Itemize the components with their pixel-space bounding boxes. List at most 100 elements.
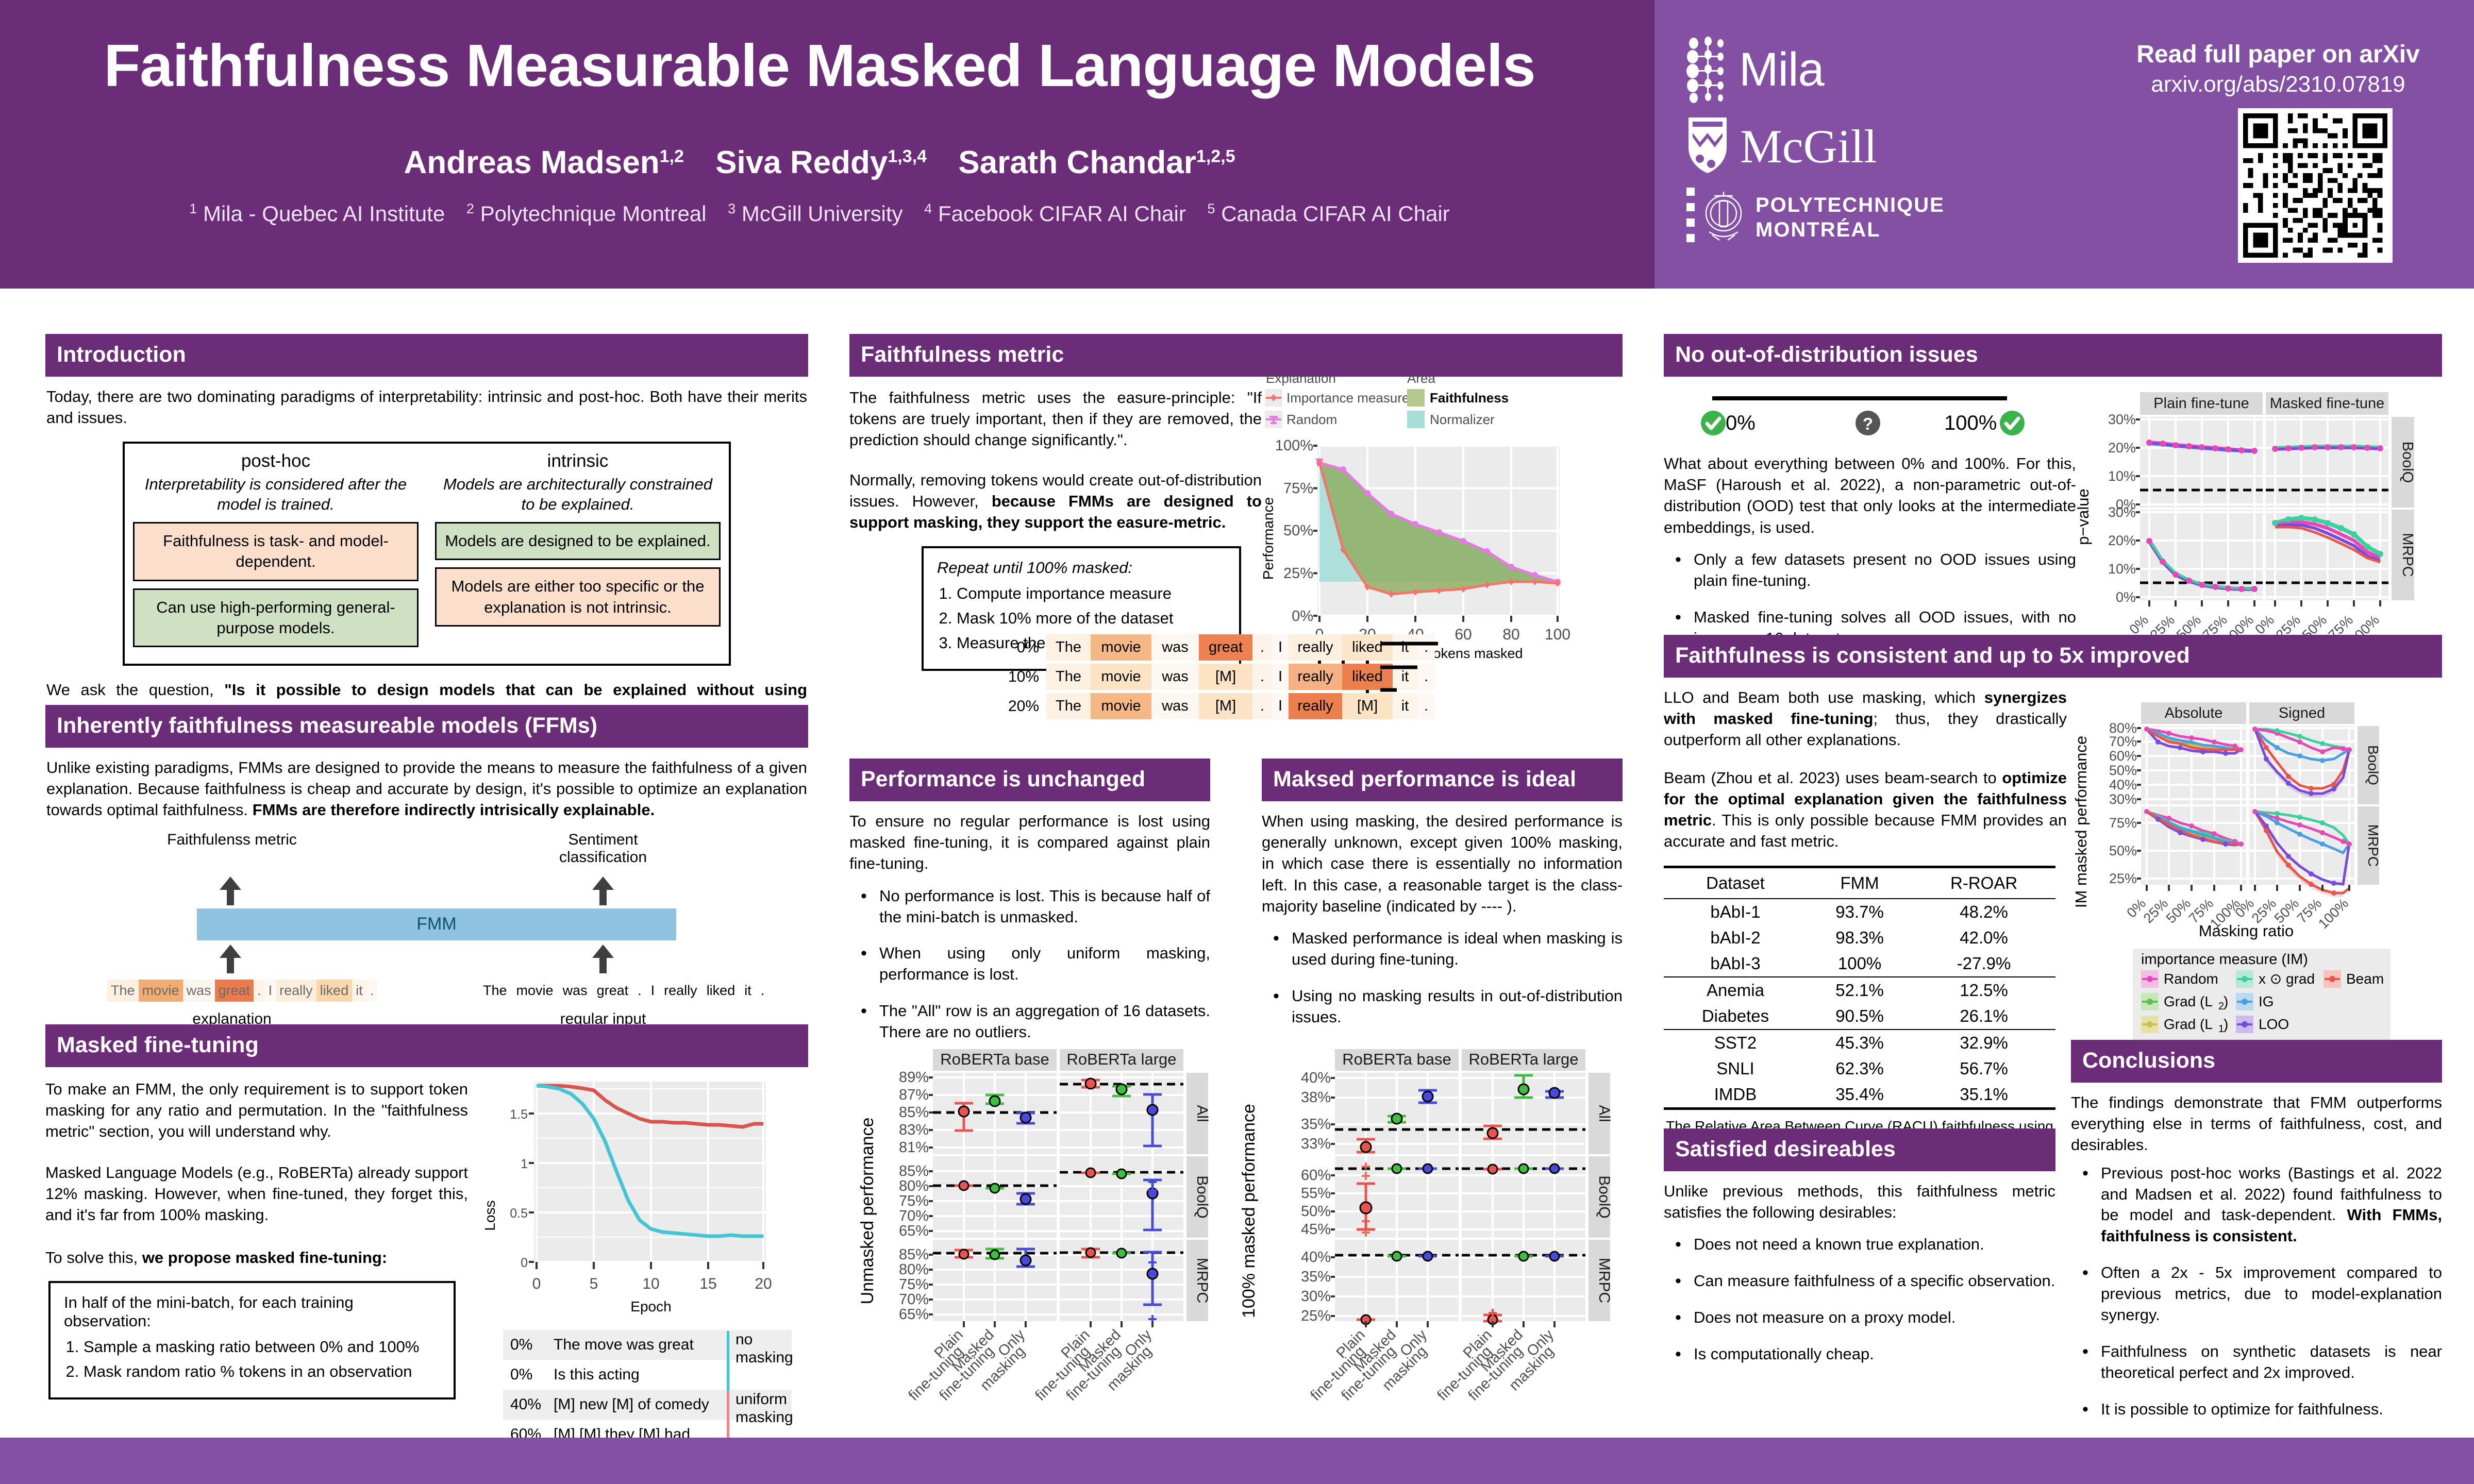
svg-text:Masked fine-tune: Masked fine-tune: [2270, 395, 2384, 412]
svg-text:MRPC: MRPC: [2365, 824, 2381, 867]
list-item: Using no masking results in out-of-distr…: [1262, 985, 1623, 1028]
svg-text:20%: 20%: [2108, 440, 2136, 456]
polytechnique-wordmark: POLYTECHNIQUE MONTRÉAL: [1756, 193, 1945, 242]
section-performance-unchanged: Performance is unchanged To ensure no re…: [849, 758, 1210, 1058]
table-row: Anemia 52.1% 12.5%: [1664, 976, 2055, 1003]
mila-mark-icon: [1685, 36, 1730, 103]
reg-token-9: .: [760, 982, 765, 998]
svg-text:0.5: 0.5: [510, 1206, 528, 1221]
svg-text:BoolQ: BoolQ: [2365, 745, 2381, 785]
mila-logo: Mila: [1685, 36, 1825, 103]
author-1-affil: 1,2: [659, 146, 684, 166]
list-item: Faithfulness on synthetic datasets is ne…: [2071, 1340, 2442, 1384]
svg-text:50%: 50%: [1301, 1203, 1331, 1220]
intrinsic-pro: Models are designed to be explained.: [435, 521, 721, 561]
introduction-paragraph: Today, there are two dominating paradigm…: [46, 387, 807, 427]
svg-text:85%: 85%: [899, 1163, 929, 1179]
section-ffm: Inherently faithfulness measureable mode…: [45, 705, 808, 1037]
mask-token: movie: [1091, 634, 1151, 661]
diagram-output-right: Sentiment classification: [559, 831, 647, 866]
mila-wordmark: Mila: [1739, 43, 1825, 96]
masked-ft-p2: Masked Language Models (e.g., RoBERTa) a…: [45, 1163, 468, 1224]
intrinsic-title: intrinsic: [547, 451, 609, 471]
perf-unchanged-p1: To ensure no regular performance is lost…: [849, 812, 1210, 873]
mask-token: movie: [1091, 693, 1151, 719]
arxiv-callout: Read full paper on arXiv arxiv.org/abs/2…: [2108, 40, 2448, 97]
section-faithfulness-metric: Faithfulness metric The faithfulness met…: [849, 334, 1623, 719]
svg-text:100: 100: [1545, 626, 1570, 643]
cell-rroar: 35.1%: [1960, 1084, 2008, 1104]
mask-row-pct: 10%: [1008, 668, 1039, 685]
svg-text:75%: 75%: [1283, 480, 1313, 497]
diagram-in-arrows-icon: [220, 944, 614, 973]
svg-text:40%: 40%: [1301, 1070, 1331, 1086]
svg-text:35%: 35%: [1301, 1269, 1331, 1285]
faith-metric-p1: The faithfulness metric uses the easure-…: [849, 389, 1262, 449]
consistent-p1-bold: synergizes with masked fine-tuning: [1664, 688, 2067, 728]
mask-token: was: [1151, 693, 1199, 719]
example-text: The move was great: [554, 1336, 694, 1353]
chart-faithfulness-curve: Explanation Area Importance measure Rand…: [1260, 370, 1623, 700]
mask-token: .: [1417, 693, 1435, 719]
svg-text:50%: 50%: [2163, 896, 2194, 926]
consistent-p2-post: . This is only possible because FMM prov…: [1664, 811, 2067, 851]
svg-text:Normalizer: Normalizer: [1430, 412, 1495, 427]
svg-text:Area: Area: [1407, 370, 1435, 386]
svg-text:25%: 25%: [1301, 1308, 1331, 1324]
svg-text:MRPC: MRPC: [1194, 1258, 1211, 1303]
svg-text:80%: 80%: [2109, 720, 2137, 736]
bullet-pre: Previous post-hoc works (Bastings et al.…: [2101, 1163, 2442, 1224]
page-title: Faithfulness Measurable Masked Language …: [104, 32, 1535, 99]
svg-text:x ⊙ grad: x ⊙ grad: [2259, 971, 2315, 987]
procedure-steps: Sample a masking ratio between 0% and 10…: [83, 1338, 440, 1381]
svg-text:50%: 50%: [2109, 763, 2137, 778]
svg-text:70%: 70%: [899, 1208, 929, 1224]
svg-text:Signed: Signed: [2279, 705, 2325, 721]
cell-dataset: bAbI-1: [1710, 902, 1761, 921]
polytechnique-crest-icon: [1699, 188, 1748, 248]
svg-text:Absolute: Absolute: [2165, 705, 2223, 721]
cell-rroar: 26.1%: [1960, 1006, 2008, 1025]
consistent-p1-pre: LLO and Beam both use masking, which: [1664, 688, 1984, 706]
cell-fmm: 62.3%: [1835, 1058, 1884, 1078]
list-item: Is computationally cheap.: [1664, 1343, 2055, 1366]
arxiv-url[interactable]: arxiv.org/abs/2310.07819: [2151, 72, 2405, 97]
list-item: Does not need a known true explanation.: [1664, 1233, 2055, 1256]
ood-ylabel: p−value: [2074, 488, 2092, 545]
svg-text:RoBERTa large: RoBERTa large: [1066, 1050, 1176, 1068]
mask-token: liked: [1342, 634, 1393, 661]
svg-text:15: 15: [699, 1275, 716, 1292]
svg-text:80%: 80%: [899, 1261, 929, 1278]
svg-text:BoolQ: BoolQ: [1194, 1175, 1211, 1218]
cell-rroar: 12.5%: [1960, 980, 2008, 1000]
introduction-heading: Introduction: [45, 334, 808, 377]
mask-token: [M]: [1199, 664, 1252, 690]
consistent-p2-pre: Beam (Zhou et al. 2023) uses beam-search…: [1664, 768, 2002, 787]
cell-rroar: 48.2%: [1960, 902, 2008, 921]
consistent-p2-bold: optimize for the optimal explanation giv…: [1664, 768, 2067, 830]
faith-metric-p2-pre: Normally, removing tokens would create o…: [849, 470, 1262, 510]
cell-dataset: IMDB: [1714, 1084, 1757, 1104]
im-legend-title: importance measure (IM): [2141, 951, 2308, 968]
consistent-p1: LLO and Beam both use masking, which syn…: [1664, 687, 2067, 751]
consistent-p2: Beam (Zhou et al. 2023) uses beam-search…: [1664, 767, 2067, 852]
svg-text:Random: Random: [1286, 412, 1337, 427]
masked-ft-procedure: In half of the mini-batch, for each trai…: [48, 1280, 456, 1399]
table-row: bAbI-2 98.3% 42.0%: [1664, 925, 2055, 951]
cell-fmm: 100%: [1837, 953, 1882, 973]
faith-legend: Explanation Area Importance measure Rand…: [1265, 370, 1509, 428]
exp-token-1: movie: [138, 979, 183, 1002]
procedure-step-1: Sample a masking ratio between 0% and 10…: [83, 1338, 440, 1356]
qr-code[interactable]: [2238, 108, 2393, 263]
example-row: 0% The move was great: [503, 1330, 792, 1360]
example-text: [M] new [M] of comedy: [554, 1396, 709, 1413]
intrinsic-con: Models are either too specific or the ex…: [435, 567, 721, 627]
mask-token: it: [1393, 693, 1417, 719]
ffm-paragraph-bold: FMMs are therefore indirectly intrisical…: [252, 801, 655, 819]
cell-fmm: 35.4%: [1835, 1084, 1884, 1104]
svg-text:30%: 30%: [2109, 791, 2137, 807]
